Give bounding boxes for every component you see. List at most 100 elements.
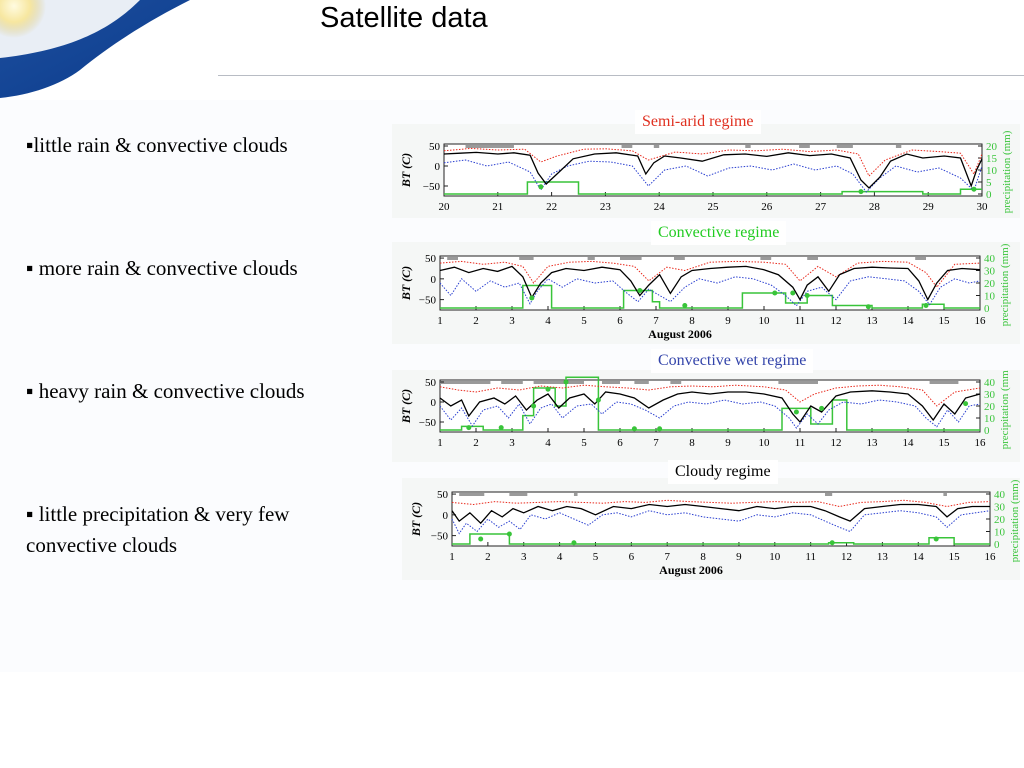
x-tick-label-12: 13: [877, 551, 889, 563]
x-tick-label-5: 6: [617, 437, 623, 449]
x-tick-label-4: 5: [593, 551, 599, 563]
y-tick-label-0: 50: [429, 141, 441, 153]
y2-tick-label-2: 10: [986, 165, 998, 177]
x-tick-label-11: 12: [841, 551, 852, 563]
x-tick-label-5: 25: [708, 201, 720, 213]
cloud-flag-3: [602, 381, 620, 384]
precip-marker-2: [682, 303, 688, 308]
chart-panel-semi-arid: 50 0 −50 BT (C) 0 5 10 15 20 precipitation (mm) 20…: [392, 124, 1020, 218]
bullet-text: little precipitation & very few convecti…: [26, 502, 290, 557]
x-tick-label-10: 11: [805, 551, 816, 563]
regime-label-semi-arid: Semi-arid regime: [635, 110, 761, 134]
regime-label-cloudy: Cloudy regime: [668, 460, 778, 484]
x-tick-label-15: 16: [975, 437, 987, 449]
bt-mean-line: [439, 265, 981, 302]
x-tick-label-10: 11: [795, 315, 806, 327]
regime-label-convective-wet: Convective wet regime: [651, 349, 814, 373]
cloud-flag-0: [440, 381, 491, 384]
plot-frame: [439, 255, 981, 311]
bullet-marker: ▪: [26, 133, 34, 157]
x-tick-label-4: 5: [581, 315, 587, 327]
bullet-text: heavy rain & convective clouds: [38, 379, 305, 403]
y2-axis-label: precipitation (mm): [1001, 130, 1013, 213]
cloud-flag-4: [634, 381, 649, 384]
cloud-flag-5: [760, 257, 772, 260]
cloud-flag-6: [807, 257, 818, 260]
y2-tick-label-4: 40: [984, 377, 996, 389]
precip-marker-3: [545, 386, 551, 392]
x-tick-label-14: 15: [949, 551, 961, 563]
y2-tick-label-2: 20: [984, 401, 996, 413]
cloud-flag-1: [509, 493, 528, 496]
x-tick-label-2: 3: [509, 437, 515, 449]
cloud-flag-5: [670, 381, 682, 384]
x-tick-label-8: 28: [869, 201, 881, 213]
cloud-flag-2: [653, 145, 660, 148]
y2-tick-label-3: 15: [986, 153, 998, 165]
precipitation-line: [444, 181, 982, 195]
precip-marker-5: [595, 397, 601, 403]
x-tick-label-15: 16: [985, 551, 997, 563]
x-tick-label-3: 4: [557, 551, 563, 563]
x-tick-label-13: 14: [903, 315, 915, 327]
y-tick-label-2: −50: [419, 417, 437, 429]
x-tick-label-6: 26: [761, 201, 773, 213]
x-tick-label-10: 30: [977, 201, 989, 213]
cloud-flag-3: [745, 145, 751, 148]
y2-tick-label-4: 40: [994, 489, 1006, 501]
bt-max-line: [443, 147, 983, 177]
precip-marker-0: [538, 184, 544, 190]
plot-frame: [443, 143, 983, 197]
x-tick-label-8: 9: [725, 315, 731, 327]
cloud-flag-4: [799, 145, 810, 148]
x-tick-label-1: 2: [473, 437, 479, 449]
y-tick-label-0: 50: [425, 377, 437, 389]
x-tick-label-8: 9: [736, 551, 742, 563]
y2-axis-label: precipitation (mm): [999, 243, 1011, 326]
y2-tick-label-4: 20: [986, 141, 998, 153]
x-tick-label-2: 3: [509, 315, 515, 327]
precip-marker-8: [793, 409, 799, 415]
x-tick-label-6: 7: [653, 437, 659, 449]
cloud-flag-7: [915, 257, 926, 260]
x-tick-label-15: 16: [975, 315, 987, 327]
x-tick-label-9: 29: [923, 201, 935, 213]
cloud-flag-1: [501, 381, 523, 384]
bt-mean-line: [451, 503, 990, 525]
precip-marker-0: [478, 536, 484, 542]
x-tick-label-0: 20: [439, 201, 451, 213]
cloud-flag-4: [943, 493, 947, 496]
x-tick-label-13: 14: [913, 551, 925, 563]
y2-tick-label-2: 20: [984, 278, 996, 290]
cloud-flag-4: [674, 257, 685, 260]
x-tick-label-14: 15: [939, 315, 951, 327]
y2-tick-label-3: 30: [984, 389, 996, 401]
x-tick-label-6: 7: [653, 315, 659, 327]
bt-min-line: [439, 276, 981, 307]
y2-tick-label-0: 0: [986, 189, 992, 201]
precipitation-line: [440, 284, 980, 309]
cloud-flag-2: [533, 381, 584, 384]
x-tick-label-7: 8: [700, 551, 706, 563]
x-tick-label-7: 8: [689, 437, 695, 449]
x-tick-label-4: 5: [581, 437, 587, 449]
precip-marker-7: [923, 303, 929, 308]
x-tick-label-1: 2: [473, 315, 479, 327]
y2-tick-label-4: 40: [984, 253, 996, 265]
cloud-flag-5: [836, 145, 853, 148]
x-tick-label-7: 8: [689, 315, 695, 327]
x-tick-label-11: 12: [831, 315, 842, 327]
y2-tick-label-0: 0: [994, 539, 1000, 551]
bt-max-line: [439, 384, 981, 407]
precip-marker-4: [933, 536, 939, 542]
bullet-item-1: ▪little rain & convective clouds: [26, 130, 371, 161]
cloud-flag-0: [447, 257, 458, 260]
cloud-flag-3: [825, 493, 833, 496]
precip-marker-2: [971, 186, 977, 192]
x-tick-label-11: 12: [831, 437, 842, 449]
precip-marker-5: [804, 293, 810, 298]
y-tick-label-0: 50: [425, 253, 437, 265]
precip-marker-1: [506, 531, 512, 537]
x-tick-label-8: 9: [725, 437, 731, 449]
